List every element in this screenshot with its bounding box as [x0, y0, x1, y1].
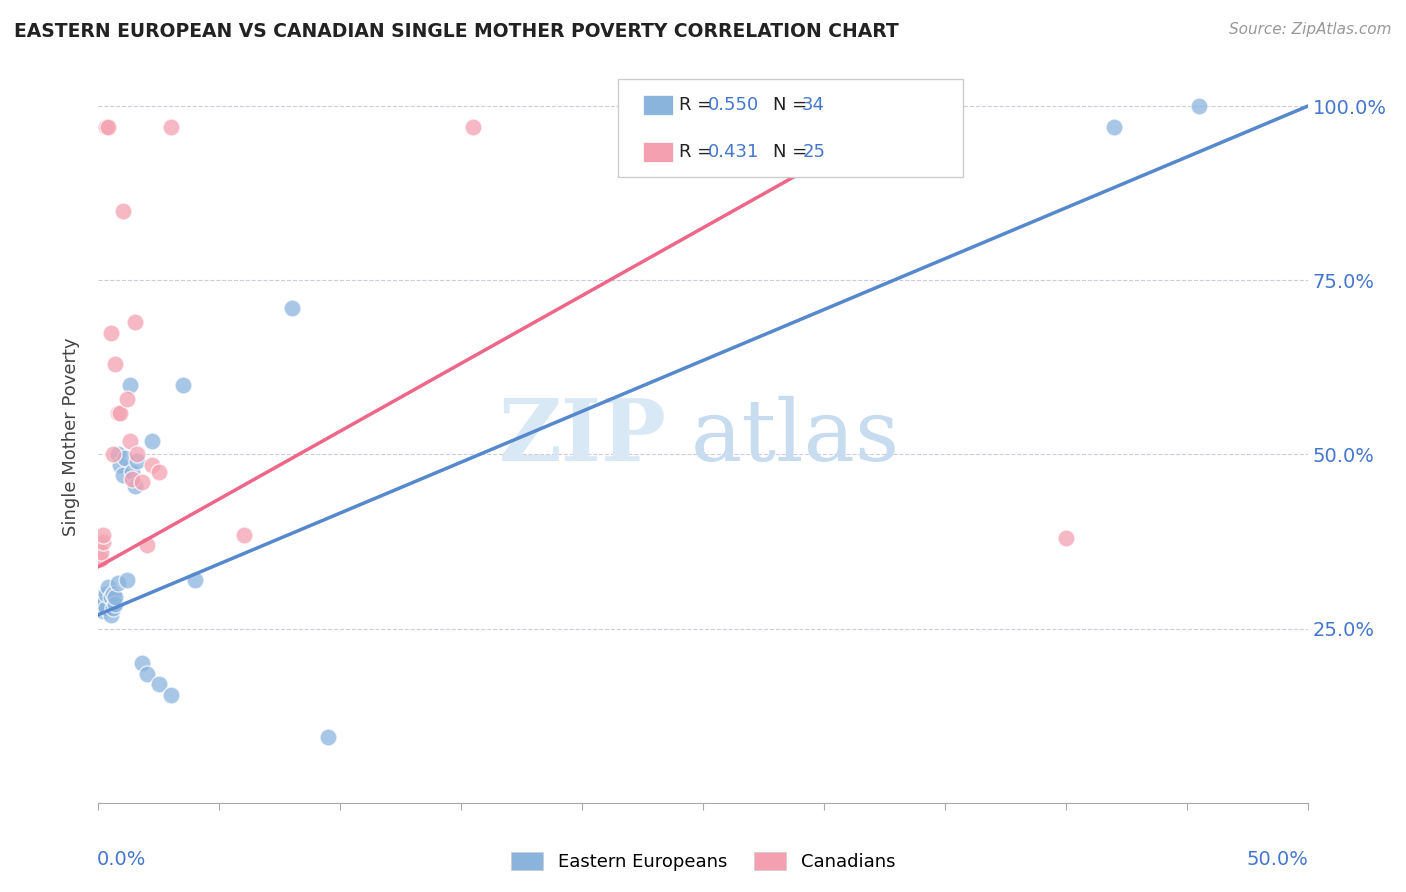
Point — [108, 458, 131, 472]
Point — [100, 326, 122, 340]
Point — [121, 472, 143, 486]
Point — [91, 597, 114, 611]
Point — [104, 597, 127, 611]
Point — [100, 591, 122, 605]
Point — [141, 434, 163, 448]
Point — [1188, 99, 1211, 113]
Point — [94, 600, 117, 615]
Point — [118, 377, 141, 392]
Point — [90, 545, 112, 559]
Point — [117, 392, 139, 406]
Point — [104, 357, 127, 371]
Point — [111, 468, 134, 483]
Point — [127, 448, 149, 462]
Text: N =: N = — [773, 96, 813, 114]
Point — [91, 604, 114, 618]
Point — [94, 120, 117, 134]
Point — [101, 587, 124, 601]
Text: EASTERN EUROPEAN VS CANADIAN SINGLE MOTHER POVERTY CORRELATION CHART: EASTERN EUROPEAN VS CANADIAN SINGLE MOTH… — [14, 22, 898, 41]
Point — [101, 448, 124, 462]
Point — [94, 587, 117, 601]
Point — [131, 657, 153, 671]
Point — [114, 450, 136, 465]
Point — [111, 203, 134, 218]
Point — [107, 576, 129, 591]
Point — [148, 465, 170, 479]
Point — [107, 448, 129, 462]
Point — [100, 607, 122, 622]
Point — [101, 600, 124, 615]
Point — [121, 465, 143, 479]
Point — [160, 688, 183, 702]
Point — [141, 458, 163, 472]
Point — [90, 552, 112, 566]
FancyBboxPatch shape — [619, 78, 963, 178]
Text: 50.0%: 50.0% — [1247, 850, 1309, 870]
Point — [316, 730, 339, 744]
FancyBboxPatch shape — [643, 142, 673, 162]
Point — [117, 573, 139, 587]
Point — [135, 667, 157, 681]
Point — [160, 120, 183, 134]
Legend: Eastern Europeans, Canadians: Eastern Europeans, Canadians — [503, 845, 903, 879]
Point — [97, 120, 120, 134]
Point — [1054, 531, 1077, 545]
Y-axis label: Single Mother Poverty: Single Mother Poverty — [62, 338, 80, 536]
Text: 25: 25 — [803, 143, 825, 161]
Point — [281, 301, 304, 316]
Text: 34: 34 — [803, 96, 825, 114]
Text: R =: R = — [679, 96, 718, 114]
Point — [127, 454, 149, 468]
Point — [124, 479, 146, 493]
Point — [90, 597, 112, 611]
Point — [131, 475, 153, 490]
Text: atlas: atlas — [690, 395, 900, 479]
Point — [135, 538, 157, 552]
Point — [232, 527, 254, 541]
FancyBboxPatch shape — [643, 95, 673, 115]
Point — [172, 377, 194, 392]
Text: 0.550: 0.550 — [707, 96, 759, 114]
Text: R =: R = — [679, 143, 718, 161]
Point — [463, 120, 485, 134]
Point — [91, 534, 114, 549]
Point — [184, 573, 207, 587]
Text: Source: ZipAtlas.com: Source: ZipAtlas.com — [1229, 22, 1392, 37]
Point — [91, 527, 114, 541]
Text: 0.0%: 0.0% — [97, 850, 146, 870]
Point — [124, 315, 146, 329]
Point — [90, 591, 112, 605]
Text: ZIP: ZIP — [499, 395, 666, 479]
Text: N =: N = — [773, 143, 813, 161]
Point — [148, 677, 170, 691]
Point — [104, 591, 127, 605]
Point — [97, 580, 120, 594]
Text: 0.431: 0.431 — [707, 143, 759, 161]
Point — [118, 434, 141, 448]
Point — [107, 406, 129, 420]
Point — [1102, 120, 1125, 134]
Point — [108, 406, 131, 420]
